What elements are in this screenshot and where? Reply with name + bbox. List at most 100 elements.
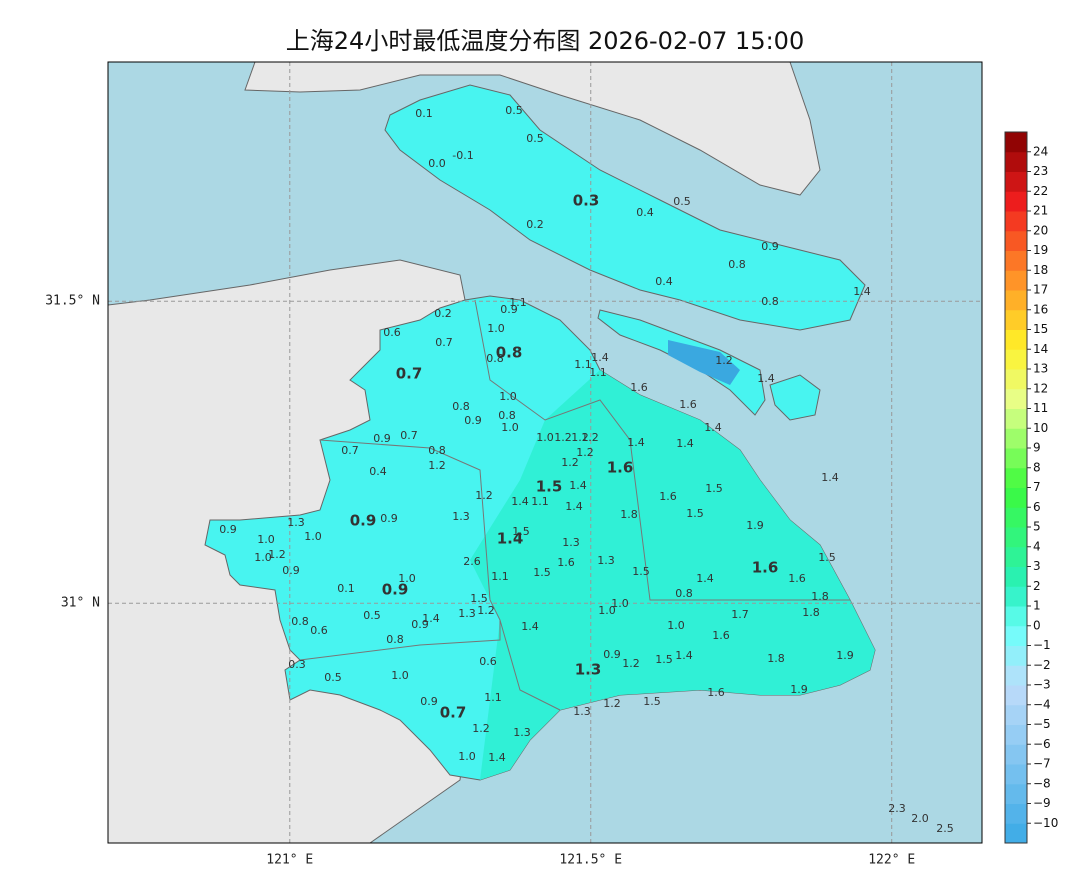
colorbar-tick-label: 15 (1033, 322, 1048, 336)
station-value: 1.2 (428, 459, 446, 472)
lat-tick-label: 31.5° N (45, 294, 100, 309)
colorbar-bin (1005, 448, 1027, 469)
station-value: 1.5 (818, 551, 836, 564)
station-value: 0.9 (603, 648, 621, 661)
colorbar-tick-label: −10 (1033, 816, 1058, 830)
colorbar-bin (1005, 211, 1027, 232)
district-value: 1.6 (752, 559, 779, 577)
station-value: 1.0 (391, 669, 409, 682)
station-value: 1.4 (853, 285, 871, 298)
colorbar-tick-label: 24 (1033, 144, 1048, 158)
colorbar-tick-label: −4 (1033, 697, 1051, 711)
district-value: 1.5 (536, 478, 563, 496)
station-value: 1.9 (790, 683, 808, 696)
map-frame (107, 61, 983, 844)
station-value: 0.0 (428, 157, 446, 170)
colorbar-bin (1005, 586, 1027, 607)
colorbar-bin (1005, 546, 1027, 567)
district-value: 0.9 (382, 581, 409, 599)
station-value: 1.6 (712, 629, 730, 642)
colorbar-bin (1005, 171, 1027, 192)
station-value: 0.9 (500, 303, 518, 316)
colorbar-bin (1005, 349, 1027, 370)
station-value: 1.0 (611, 597, 629, 610)
colorbar-bin (1005, 645, 1027, 666)
colorbar-bin (1005, 527, 1027, 548)
station-value: 0.8 (386, 633, 404, 646)
lon-tick-label: 121° E (266, 853, 313, 868)
station-value: 0.8 (452, 400, 470, 413)
station-value: 0.9 (420, 695, 438, 708)
station-value: 1.8 (811, 590, 829, 603)
district-value: 1.3 (575, 661, 602, 679)
station-value: -0.1 (452, 149, 473, 162)
station-value: 1.4 (511, 495, 529, 508)
station-value: 1.2 (581, 431, 599, 444)
station-value: 1.6 (679, 398, 697, 411)
station-value: 1.0 (536, 431, 554, 444)
colorbar-bin (1005, 744, 1027, 765)
station-value: 1.2 (268, 548, 286, 561)
station-value: 0.8 (498, 409, 516, 422)
station-value: 1.3 (597, 554, 615, 567)
station-value: 1.1 (491, 570, 509, 583)
station-value: 1.1 (531, 495, 549, 508)
district-value: 0.8 (496, 344, 523, 362)
station-value: 1.0 (458, 750, 476, 763)
colorbar-bin (1005, 724, 1027, 745)
station-value: 1.9 (836, 649, 854, 662)
station-value: 1.1 (484, 691, 502, 704)
station-value: 1.2 (477, 604, 495, 617)
colorbar-tick-label: −6 (1033, 737, 1051, 751)
colorbar-tick-label: 8 (1033, 460, 1041, 474)
station-value: 0.5 (673, 195, 691, 208)
station-value: 1.4 (627, 436, 645, 449)
station-value: 1.4 (569, 479, 587, 492)
colorbar-bin (1005, 685, 1027, 706)
station-value: 1.2 (554, 431, 572, 444)
station-value: 1.2 (472, 722, 490, 735)
station-value: 1.2 (571, 431, 589, 444)
chongming-island (384, 84, 866, 331)
colorbar-bin (1005, 270, 1027, 291)
colorbar-bin (1005, 704, 1027, 725)
station-value: 1.4 (488, 751, 506, 764)
station-value: 0.2 (526, 218, 544, 231)
station-value: 1.2 (475, 489, 493, 502)
station-value: 1.0 (501, 421, 519, 434)
station-value: 1.5 (632, 565, 650, 578)
district-value: 0.9 (350, 512, 377, 530)
station-value: 1.3 (287, 516, 305, 529)
colorbar-bin (1005, 132, 1027, 153)
north-land (244, 61, 821, 196)
colorbar-tick-label: 22 (1033, 184, 1048, 198)
colorbar-tick-label: −8 (1033, 776, 1051, 790)
station-value: 0.5 (363, 609, 381, 622)
colorbar-tick-label: 7 (1033, 480, 1041, 494)
station-value: 0.9 (464, 414, 482, 427)
station-value: 1.0 (499, 390, 517, 403)
station-value: 1.5 (643, 695, 661, 708)
station-value: 1.2 (715, 354, 733, 367)
station-value: 1.9 (746, 519, 764, 532)
station-value: 1.7 (731, 608, 749, 621)
station-value: 0.9 (411, 618, 429, 631)
station-value: 0.8 (761, 295, 779, 308)
colorbar-bin (1005, 606, 1027, 627)
station-value: 1.1 (509, 296, 527, 309)
colorbar-bin (1005, 191, 1027, 212)
colorbar-tick-label: 19 (1033, 243, 1048, 257)
station-value: 1.2 (576, 446, 594, 459)
station-value: 1.5 (512, 525, 530, 538)
colorbar-tick-label: 10 (1033, 421, 1048, 435)
station-value: 0.4 (636, 206, 654, 219)
station-value: 0.6 (479, 655, 497, 668)
station-value: 1.3 (452, 510, 470, 523)
station-value: 1.0 (257, 533, 275, 546)
station-value: 1.4 (821, 471, 839, 484)
colorbar-tick-label: −3 (1033, 678, 1051, 692)
station-value: 1.0 (398, 572, 416, 585)
station-value: 0.9 (380, 512, 398, 525)
colorbar-tick-label: −7 (1033, 757, 1051, 771)
labels-layer: 0.30.80.71.61.50.91.41.60.91.30.70.1 0.50… (219, 104, 954, 835)
